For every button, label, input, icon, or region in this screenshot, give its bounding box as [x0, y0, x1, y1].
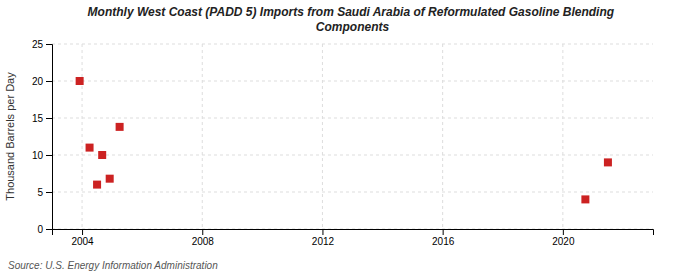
title-line: Monthly West Coast (PADD 5) Imports from…	[88, 5, 615, 19]
x-tick-label: 2004	[71, 236, 94, 247]
x-tick: 2020	[552, 229, 575, 247]
x-tick-mark	[443, 229, 444, 235]
y-tick-label: 25	[32, 39, 44, 50]
title-line: Components	[316, 20, 390, 34]
y-axis-line	[46, 45, 53, 230]
x-grid-line	[322, 44, 323, 229]
y-tick: 10	[32, 150, 52, 161]
x-grid-line	[82, 44, 83, 229]
x-grid-line	[442, 44, 443, 229]
x-tick-mark	[202, 229, 203, 235]
x-tick-mark	[82, 229, 83, 235]
title: Monthly West Coast (PADD 5) Imports from…	[88, 5, 618, 34]
x-grid-line	[562, 44, 563, 229]
x-tick: 2004	[71, 229, 94, 247]
y-tick: 15	[32, 113, 52, 124]
annotation: Source: U.S. Energy Information Administ…	[8, 260, 218, 271]
x-tick: 2016	[432, 229, 455, 247]
y-axis-title: Thousand Barrels per Day	[4, 72, 16, 201]
point	[86, 144, 94, 152]
y-tick-mark	[46, 81, 52, 82]
x-tick-label: 2008	[192, 236, 215, 247]
point	[98, 151, 106, 159]
x-axis-line	[53, 230, 654, 236]
y-tick-mark	[46, 229, 52, 230]
y-grid-line	[52, 118, 653, 119]
y-tick-mark	[46, 155, 52, 156]
y-tick-label: 20	[32, 76, 44, 87]
x-tick: 2008	[192, 229, 215, 247]
y-tick: 25	[32, 39, 52, 50]
x-tick-label: 2012	[312, 236, 335, 247]
x-tick-label: 2016	[432, 236, 455, 247]
chart: 2004 2008 2012 2016 2020 0 5 10 15 20 25 Monthly We…	[0, 0, 675, 275]
x-tick-mark	[563, 229, 564, 235]
y-tick: 0	[37, 224, 52, 235]
y-axis: 0 5 10 15 20 25	[32, 39, 53, 235]
y-tick: 5	[37, 187, 52, 198]
point	[604, 158, 612, 166]
y-tick: 20	[32, 76, 52, 87]
point	[581, 195, 589, 203]
y-tick-mark	[46, 192, 52, 193]
point	[93, 181, 101, 189]
x-grid-line	[202, 44, 203, 229]
y-grid-line	[52, 192, 653, 193]
point	[76, 77, 84, 85]
y-tick-mark	[46, 44, 52, 45]
y-grid-line	[52, 44, 653, 45]
y-grid-line	[52, 81, 653, 82]
y-tick-mark	[46, 118, 52, 119]
y-tick-label: 10	[32, 150, 44, 161]
x-tick: 2012	[312, 229, 335, 247]
grid	[52, 44, 653, 229]
point	[116, 123, 124, 131]
x-tick-label: 2020	[552, 236, 575, 247]
x-tick-mark	[322, 229, 323, 235]
y-grid-line	[52, 155, 653, 156]
points	[76, 77, 612, 203]
y-tick-label: 15	[32, 113, 44, 124]
point	[106, 175, 114, 183]
x-axis: 2004 2008 2012 2016 2020	[53, 229, 654, 247]
y-tick-label: 0	[37, 224, 43, 235]
y-tick-label: 5	[37, 187, 43, 198]
